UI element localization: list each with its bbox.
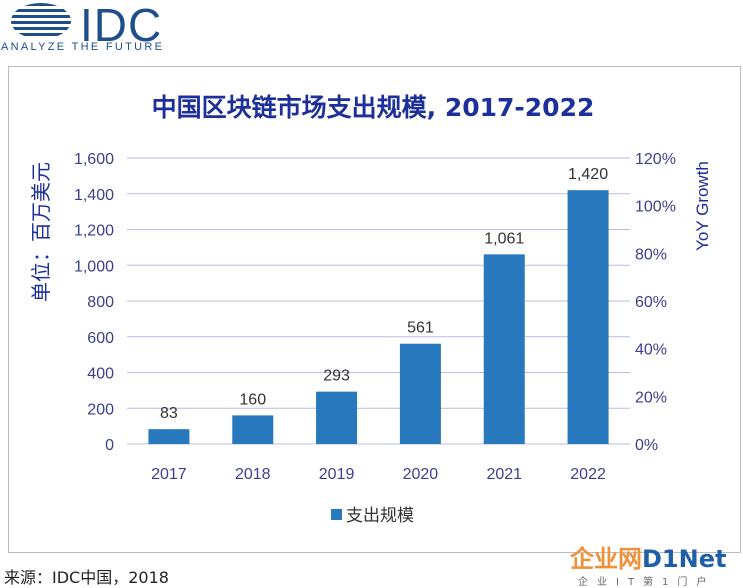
globe-icon <box>11 3 71 36</box>
y-tick-label: 200 <box>87 401 114 418</box>
y-tick-label: 400 <box>87 366 114 383</box>
y-axis-title: 单位：百万美元 <box>29 162 53 302</box>
chart-panel <box>8 66 741 553</box>
y-tick-label: 1,400 <box>74 187 114 204</box>
logo-tagline: ANALYZE THE FUTURE <box>1 41 165 53</box>
legend-swatch <box>331 509 342 520</box>
y2-tick-label: 80% <box>635 246 667 263</box>
logo-wordmark: IDC <box>80 0 163 51</box>
y2-axis-title: YoY Growth <box>693 161 712 251</box>
y2-tick-label: 120% <box>635 151 676 168</box>
y-tick-label: 800 <box>87 294 114 311</box>
y2-tick-label: 0% <box>635 437 658 454</box>
bar <box>399 343 441 444</box>
y-tick-label: 600 <box>87 330 114 347</box>
bar <box>232 415 274 444</box>
source-note: 来源：IDC中国，2018 <box>4 568 169 587</box>
bar <box>483 254 525 444</box>
bar <box>567 190 609 444</box>
x-tick-label: 2020 <box>403 466 439 483</box>
x-tick-label: 2018 <box>235 466 271 483</box>
y-tick-label: 1,000 <box>74 258 114 275</box>
y-tick-label: 1,200 <box>74 223 114 240</box>
bar-chart: 中国区块链市场支出规模, 2017-2022 0 200 400 600 800 1,000… <box>29 93 712 526</box>
x-tick-label: 2019 <box>319 466 355 483</box>
y2-tick-label: 20% <box>635 389 667 406</box>
bar <box>316 391 358 444</box>
y2-tick-label: 40% <box>635 342 667 359</box>
y2-tick-label: 100% <box>635 199 676 216</box>
bar-data-label: 1,420 <box>568 166 608 183</box>
y2-tick-label: 60% <box>635 294 667 311</box>
y-tick-label: 0 <box>105 437 114 454</box>
chart-title: 中国区块链市场支出规模, 2017-2022 <box>152 93 595 122</box>
bar-data-label: 1,061 <box>484 230 524 247</box>
bar-data-label: 83 <box>160 405 178 422</box>
y-tick-label: 1,600 <box>74 151 114 168</box>
idc-logo: IDC ANALYZE THE FUTURE <box>0 0 170 58</box>
x-tick-label: 2021 <box>486 466 522 483</box>
watermark-subtitle: 企业IT第1门户 <box>578 577 716 588</box>
bar-data-label: 561 <box>407 320 434 337</box>
legend-label: 支出规模 <box>346 506 414 526</box>
bar-data-label: 293 <box>323 368 350 385</box>
watermark-brand: 企业网D1Net <box>570 545 727 573</box>
bar-data-label: 160 <box>239 391 266 408</box>
bar <box>148 429 190 444</box>
x-tick-label: 2022 <box>570 466 606 483</box>
x-tick-label: 2017 <box>151 466 187 483</box>
watermark: 企业网D1Net 企业IT第1门户 <box>570 545 743 588</box>
